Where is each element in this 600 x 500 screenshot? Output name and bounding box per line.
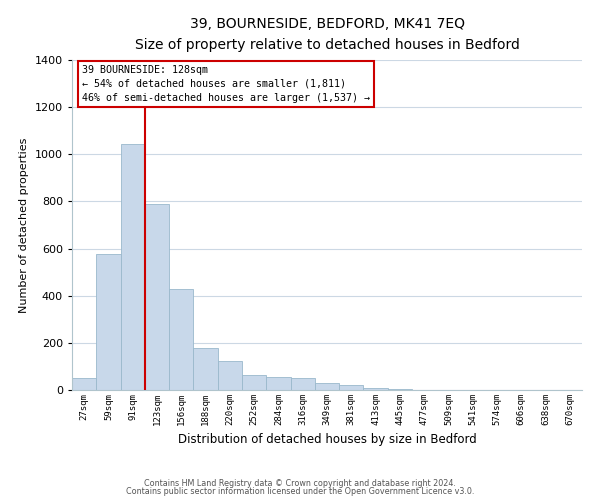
Text: Contains HM Land Registry data © Crown copyright and database right 2024.: Contains HM Land Registry data © Crown c… <box>144 478 456 488</box>
Bar <box>218 360 242 390</box>
Bar <box>242 374 266 390</box>
Bar <box>96 254 121 390</box>
Bar <box>72 378 96 390</box>
Bar <box>339 385 364 390</box>
Y-axis label: Number of detached properties: Number of detached properties <box>19 138 29 312</box>
Bar <box>169 288 193 390</box>
Title: 39, BOURNESIDE, BEDFORD, MK41 7EQ
Size of property relative to detached houses i: 39, BOURNESIDE, BEDFORD, MK41 7EQ Size o… <box>134 18 520 52</box>
Bar <box>121 144 145 390</box>
Bar <box>266 377 290 390</box>
Text: Contains public sector information licensed under the Open Government Licence v3: Contains public sector information licen… <box>126 487 474 496</box>
Bar <box>364 388 388 390</box>
X-axis label: Distribution of detached houses by size in Bedford: Distribution of detached houses by size … <box>178 434 476 446</box>
Text: 39 BOURNESIDE: 128sqm
← 54% of detached houses are smaller (1,811)
46% of semi-d: 39 BOURNESIDE: 128sqm ← 54% of detached … <box>82 65 370 103</box>
Bar <box>388 389 412 390</box>
Bar <box>193 348 218 390</box>
Bar <box>315 384 339 390</box>
Bar <box>290 378 315 390</box>
Bar <box>145 204 169 390</box>
